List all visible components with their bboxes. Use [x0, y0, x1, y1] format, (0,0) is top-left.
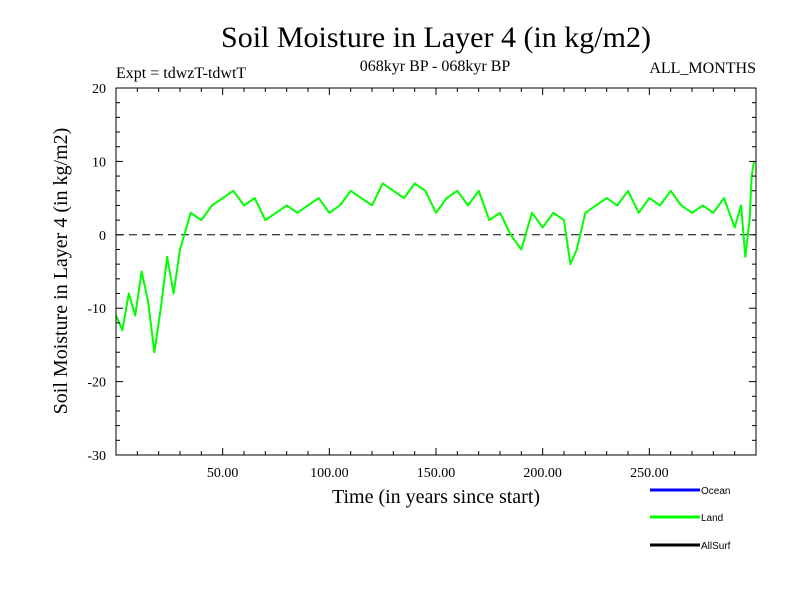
legend-label-land: Land [701, 513, 723, 524]
x-tick-label: 150.00 [417, 466, 456, 481]
y-tick-label: 20 [92, 82, 106, 97]
y-tick-label: 0 [99, 229, 106, 244]
subtitle-center: 068kyr BP - 068kyr BP [360, 58, 511, 75]
x-tick-label: 200.00 [523, 466, 562, 481]
chart-title: Soil Moisture in Layer 4 (in kg/m2) [221, 21, 651, 54]
y-axis-label: Soil Moisture in Layer 4 (in kg/m2) [50, 128, 72, 415]
y-tick-label: -10 [87, 302, 106, 317]
subtitle-left: Expt = tdwzT-tdwtT [116, 65, 246, 82]
x-axis-label: Time (in years since start) [332, 486, 540, 508]
subtitle-right: ALL_MONTHS [649, 60, 756, 77]
y-tick-label: 10 [92, 155, 106, 170]
plot-area [115, 161, 756, 354]
y-tick-label: -20 [87, 376, 106, 391]
series-line-land [115, 161, 755, 354]
x-tick-label: 50.00 [207, 466, 239, 481]
legend-label-allsurf: AllSurf [701, 541, 731, 552]
plot-frame [115, 87, 757, 456]
axes: 50.00 100.00 150.00 200.00 250.00 -30 -20 -10 0 1… [87, 82, 757, 481]
legend: Ocean Land AllSurf [650, 486, 731, 552]
x-tick-label: 250.00 [630, 466, 669, 481]
legend-label-ocean: Ocean [701, 486, 730, 497]
y-tick-label: -30 [87, 449, 106, 464]
x-tick-label: 100.00 [310, 466, 349, 481]
